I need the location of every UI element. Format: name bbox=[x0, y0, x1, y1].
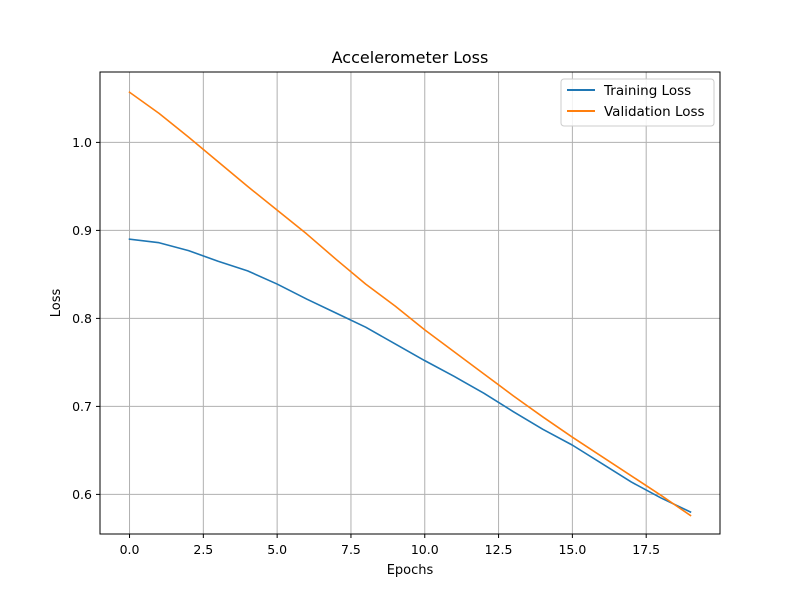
y-tick-label: 1.0 bbox=[72, 135, 92, 150]
y-tick-label: 0.7 bbox=[72, 399, 92, 414]
x-tick-label: 7.5 bbox=[341, 542, 361, 557]
training-loss-line bbox=[128, 238, 692, 514]
chart-title: Accelerometer Loss bbox=[332, 48, 489, 67]
legend-label-training: Training Loss bbox=[603, 83, 691, 99]
y-axis-label: Loss bbox=[49, 289, 64, 318]
x-tick-label: 15.0 bbox=[558, 542, 586, 557]
x-axis-label: Epochs bbox=[387, 563, 434, 578]
x-tick-label: 12.5 bbox=[485, 542, 513, 557]
legend-label-validation: Validation Loss bbox=[604, 104, 705, 120]
y-tick-label: 0.8 bbox=[72, 311, 92, 326]
x-tick-label: 17.5 bbox=[632, 542, 660, 557]
x-tick-label: 2.5 bbox=[193, 542, 213, 557]
y-tick-label: 0.9 bbox=[72, 223, 92, 238]
validation-loss-line bbox=[128, 91, 692, 517]
plot-frame bbox=[99, 71, 721, 535]
x-tick-label: 0.0 bbox=[120, 542, 140, 557]
series-lines bbox=[128, 91, 692, 517]
y-axis-ticks: 0.6 0.7 0.8 0.9 1.0 bbox=[72, 135, 100, 502]
legend-box bbox=[560, 78, 715, 127]
x-tick-label: 10.0 bbox=[411, 542, 439, 557]
x-tick-label: 5.0 bbox=[267, 542, 287, 557]
legend: Training Loss Validation Loss bbox=[560, 78, 715, 127]
x-axis-ticks: 0.0 2.5 5.0 7.5 10.0 12.5 15.0 17.5 bbox=[120, 534, 660, 557]
y-tick-label: 0.6 bbox=[72, 487, 92, 502]
